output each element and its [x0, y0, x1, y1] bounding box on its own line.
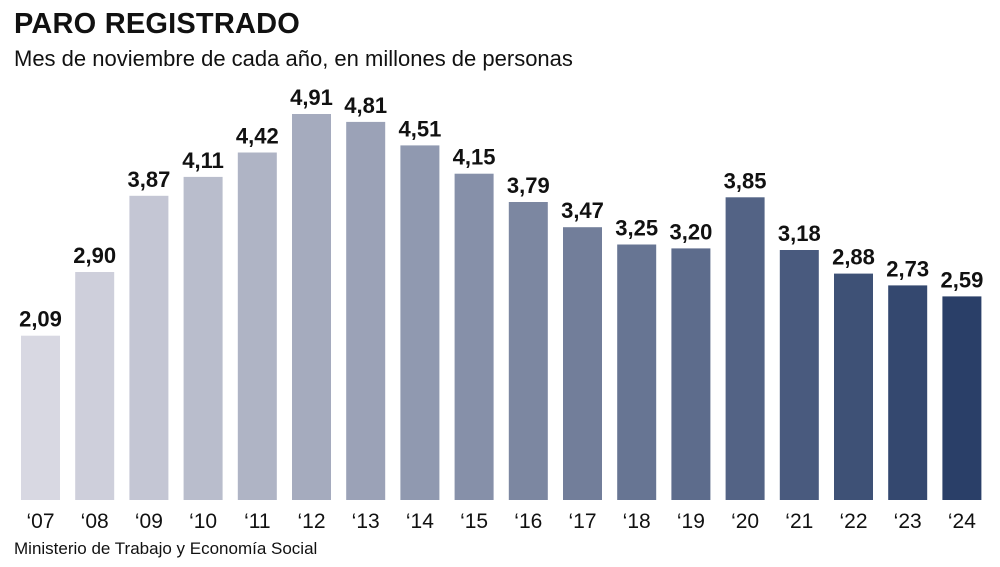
x-tick-label-8: ‘15: [460, 510, 488, 533]
bar-0: [21, 335, 60, 500]
bar-value-label-2: 3,87: [127, 167, 170, 192]
x-tick-label-6: ‘13: [352, 510, 380, 533]
x-tick-label-1: ‘08: [81, 510, 109, 533]
bar-value-label-17: 2,59: [940, 267, 983, 292]
bar-2: [129, 195, 169, 501]
bar-3: [183, 176, 223, 500]
bar-11: [617, 244, 657, 500]
bar-16: [888, 285, 928, 500]
bar-value-label-10: 3,47: [561, 198, 604, 223]
source-note: Ministerio de Trabajo y Economía Social: [14, 539, 318, 558]
bar-8: [454, 173, 494, 500]
x-tick-label-17: ‘24: [948, 510, 976, 533]
bar-value-label-8: 4,15: [453, 145, 496, 170]
bar-value-label-16: 2,73: [886, 256, 929, 281]
chart-subtitle: Mes de noviembre de cada año, en millone…: [14, 46, 573, 71]
bar-17: [942, 296, 982, 500]
bar-value-label-5: 4,91: [290, 85, 333, 110]
bar-4: [237, 152, 277, 500]
x-tick-label-10: ‘17: [568, 510, 596, 533]
bar-value-label-15: 2,88: [832, 245, 875, 270]
chart-title: PARO REGISTRADO: [14, 8, 301, 40]
bar-1: [75, 272, 115, 500]
bar-5: [292, 114, 331, 500]
bar-12: [671, 248, 711, 500]
x-tick-label-14: ‘21: [785, 510, 813, 533]
x-tick-label-15: ‘22: [839, 510, 867, 533]
x-tick-label-3: ‘10: [189, 510, 217, 533]
bar-value-label-11: 3,25: [615, 216, 658, 241]
x-tick-label-7: ‘14: [406, 510, 434, 533]
bar-value-label-6: 4,81: [344, 93, 387, 118]
bar-10: [563, 227, 602, 500]
bar-value-label-3: 4,11: [182, 148, 224, 173]
bar-13: [725, 197, 765, 501]
bar-value-label-4: 4,42: [236, 124, 279, 149]
bar-value-label-9: 3,79: [507, 173, 550, 198]
bar-15: [834, 273, 873, 500]
x-tick-label-12: ‘19: [677, 510, 705, 533]
bar-7: [400, 145, 440, 500]
bar-value-label-7: 4,51: [398, 116, 441, 141]
bar-6: [346, 121, 386, 501]
bar-value-label-12: 3,20: [669, 219, 712, 244]
x-tick-label-5: ‘12: [297, 510, 325, 533]
x-tick-label-4: ‘11: [244, 510, 270, 533]
x-tick-label-0: ‘07: [26, 510, 54, 533]
bar-value-label-13: 3,85: [724, 168, 767, 193]
bar-value-label-14: 3,18: [778, 221, 821, 246]
x-tick-label-2: ‘09: [135, 510, 163, 533]
x-tick-label-16: ‘23: [894, 510, 922, 533]
bar-value-label-0: 2,09: [19, 307, 62, 332]
bar-9: [508, 202, 548, 500]
x-tick-label-11: ‘18: [623, 510, 651, 533]
x-tick-label-13: ‘20: [731, 510, 759, 533]
bar-14: [779, 250, 819, 500]
x-tick-label-9: ‘16: [514, 510, 542, 533]
bar-value-label-1: 2,90: [73, 243, 116, 268]
